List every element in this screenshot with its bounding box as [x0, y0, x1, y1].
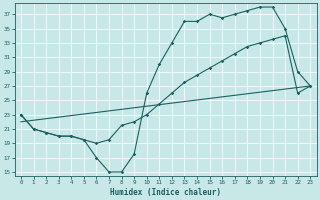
X-axis label: Humidex (Indice chaleur): Humidex (Indice chaleur) [110, 188, 221, 197]
